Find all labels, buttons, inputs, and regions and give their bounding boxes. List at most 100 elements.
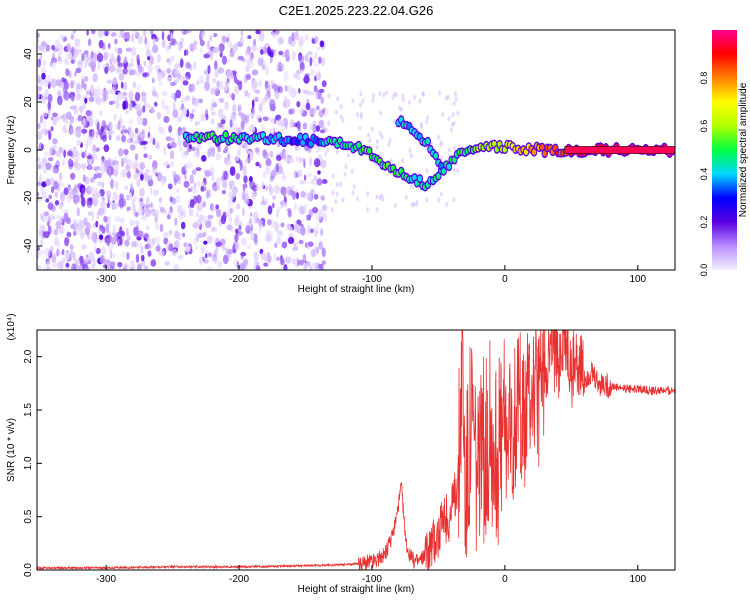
noise-blob [97,207,104,216]
noise-blob [105,261,110,268]
noise-blob [152,209,160,218]
noise-blob [252,108,256,117]
noise-blob [307,225,311,235]
noise-blob [261,55,265,63]
noise-blob [207,40,210,51]
noise-blob [303,75,310,84]
noise-blob [52,61,56,69]
noise-blob [132,196,137,202]
noise-blob [52,138,58,145]
noise-blob [85,224,92,230]
noise-blob [172,109,179,119]
noise-blob [295,192,299,200]
noise-blob [248,217,253,226]
noise-blob [309,107,314,115]
noise-blob [161,90,168,97]
noise-blob [75,83,81,90]
noise-blob [145,103,151,109]
noise-blob [239,262,246,270]
spectrogram-plot-area [37,30,675,270]
noise-blob [375,144,379,150]
noise-blob [75,226,80,236]
noise-blob [140,91,147,97]
noise-blob [93,173,98,180]
noise-blob [287,209,292,218]
noise-blob [231,93,236,101]
noise-blob [73,230,77,236]
noise-blob [169,150,175,160]
noise-blob [77,48,83,55]
noise-blob [96,172,102,179]
noise-blob [253,263,257,270]
noise-blob [193,181,197,189]
noise-blob [61,194,65,204]
noise-blob [162,105,169,110]
noise-blob [82,117,86,126]
noise-blob [39,54,43,62]
noise-blob [148,135,154,144]
noise-blob [289,157,295,163]
noise-blob [41,191,47,199]
noise-blob [81,78,85,89]
noise-blob [298,239,304,245]
noise-blob [425,168,429,174]
noise-blob [294,31,299,41]
noise-blob [163,231,169,240]
noise-blob [245,49,251,56]
noise-blob [159,126,166,135]
noise-blob [144,243,149,250]
noise-blob [227,153,231,161]
noise-blob [39,114,44,124]
noise-blob [167,183,173,190]
noise-blob [44,151,50,157]
noise-blob [144,36,147,45]
colorbar-ticks: 0.0 0.2 0.4 0.6 0.8 [699,72,709,277]
noise-blob [94,245,97,253]
noise-blob [132,81,137,89]
noise-blob [200,114,207,122]
noise-blob [113,265,117,270]
noise-blob [117,261,123,268]
noise-blob [74,71,77,77]
track-point [300,139,305,146]
noise-blob [137,230,144,238]
noise-blob [116,100,120,106]
noise-blob [76,139,81,146]
noise-blob [147,178,154,187]
noise-blob [264,64,269,73]
noise-blob [284,96,287,106]
noise-blob [54,191,59,198]
noise-blob [63,91,70,101]
track-point [433,152,438,159]
noise-blob [319,129,325,134]
noise-blob [148,175,153,182]
noise-blob [92,150,96,159]
noise-blob [134,91,141,102]
noise-blob [453,145,456,151]
noise-blob [358,125,362,131]
noise-blob [117,120,121,131]
noise-blob [106,202,111,209]
noise-blob [45,162,52,171]
noise-blob [226,248,234,255]
noise-blob [74,38,81,47]
noise-blob [87,163,92,170]
noise-blob [66,43,71,52]
noise-blob [103,124,109,131]
noise-blob [225,80,230,86]
noise-blob [264,94,268,100]
noise-blob [249,53,253,64]
noise-blob [227,199,234,206]
noise-blob [274,91,280,100]
track-point [308,140,313,147]
noise-blob [189,113,194,119]
noise-blob [240,190,244,198]
noise-blob [92,53,98,61]
noise-blob [114,156,118,166]
noise-blob [180,221,186,230]
spectrogram-x-ticks: -300 -200 -100 0 100 [96,265,647,285]
noise-blob [200,246,206,254]
noise-blob [314,35,319,44]
noise-blob [168,229,173,236]
noise-blob [302,89,309,95]
